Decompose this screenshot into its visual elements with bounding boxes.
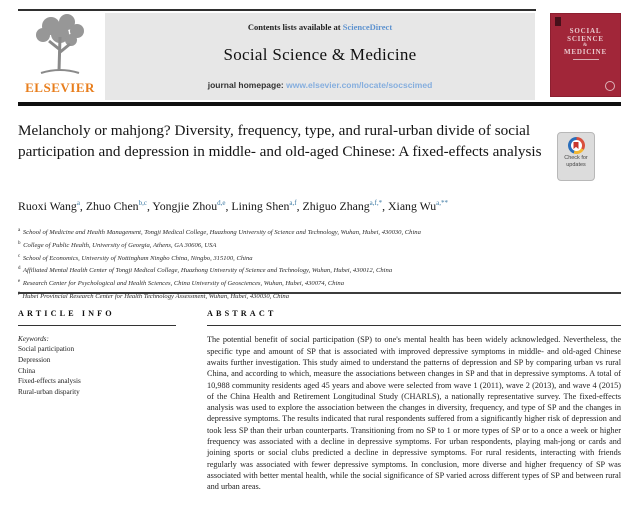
journal-title: Social Science & Medicine <box>223 45 417 64</box>
section-divider-rule <box>18 292 621 294</box>
article-info-column: ARTICLE INFO Keywords: Social participat… <box>18 309 176 397</box>
cover-title-amp: & <box>583 43 588 48</box>
article-info-rule <box>18 325 176 327</box>
cover-mini-logo-icon <box>555 17 561 26</box>
affiliation: c School of Economics, University of Not… <box>18 253 253 262</box>
check-updates-label: Check for updates <box>564 155 588 168</box>
article-info-heading: ARTICLE INFO <box>18 309 115 318</box>
abstract-heading: ABSTRACT <box>207 309 277 318</box>
author: Xiang Wua,** <box>388 199 449 213</box>
keywords-label: Keywords: <box>18 335 49 344</box>
keyword-item: Fixed-effects analysis <box>18 377 81 386</box>
keyword-item: Depression <box>18 355 51 364</box>
affiliation: e Research Center for Psychological and … <box>18 279 345 288</box>
contents-line-prefix: Contents lists available at <box>247 22 343 32</box>
cover-title-line2: SCIENCE <box>567 35 604 43</box>
affiliation: f Hubei Provincial Research Center for H… <box>18 291 290 301</box>
keywords-list: Social participation Depression China Fixed… <box>18 344 176 397</box>
cover-ring-logo-icon <box>605 81 615 91</box>
article-title: Melancholy or mahjong? Diversity, freque… <box>18 122 542 160</box>
cover-title: SOCIAL SCIENCE & MEDICINE <box>550 27 621 60</box>
check-for-updates-button[interactable]: Check for updates <box>557 132 595 181</box>
sciencedirect-link[interactable]: ScienceDirect <box>342 22 393 32</box>
author: Yongjie Zhoud,e, <box>152 199 232 213</box>
affiliation: b College of Public Health, University o… <box>18 240 217 249</box>
elsevier-tree-icon <box>18 13 102 79</box>
abstract-text: The potential benefit of social particip… <box>207 335 621 492</box>
cover-title-line3: MEDICINE <box>564 48 607 56</box>
journal-cover-thumbnail[interactable]: SOCIAL SCIENCE & MEDICINE <box>550 13 621 97</box>
cover-title-line1: SOCIAL <box>569 27 602 35</box>
homepage-url-link[interactable]: www.elsevier.com/locate/socscimed <box>286 80 433 90</box>
authors-line: Ruoxi Wanga, Zhuo Chenb,c, Yongjie Zhoud… <box>18 199 621 214</box>
author: Zhiguo Zhanga,f,*, <box>302 199 389 213</box>
affiliation: d Affiliated Mental Health Center of Ton… <box>18 266 393 275</box>
abstract-rule <box>207 325 621 327</box>
author: Lining Shena,f, <box>231 199 303 213</box>
elsevier-wordmark: ELSEVIER <box>25 80 95 95</box>
author: Ruoxi Wanga, <box>18 199 86 213</box>
crossmark-bookmark-icon <box>573 142 579 149</box>
homepage-label: journal homepage: <box>207 80 287 90</box>
journal-banner: Contents lists available at ScienceDirec… <box>105 13 535 100</box>
homepage-line: journal homepage: www.elsevier.com/locat… <box>105 80 535 90</box>
contents-line: Contents lists available at ScienceDirec… <box>105 22 535 32</box>
affiliations-list: a School of Medicine and Health Manageme… <box>18 226 621 303</box>
keyword-item: Rural-urban disparity <box>18 387 80 396</box>
header-thick-rule <box>18 102 621 106</box>
elsevier-logo: ELSEVIER <box>18 13 102 101</box>
abstract-column: ABSTRACT The potential benefit of social… <box>207 309 621 493</box>
affiliation: a School of Medicine and Health Manageme… <box>18 228 421 237</box>
author: Zhuo Chenb,c, <box>85 199 153 213</box>
top-rule <box>18 9 536 11</box>
keyword-item: Social participation <box>18 345 75 354</box>
keyword-item: China <box>18 366 36 375</box>
cover-underline <box>572 59 599 60</box>
